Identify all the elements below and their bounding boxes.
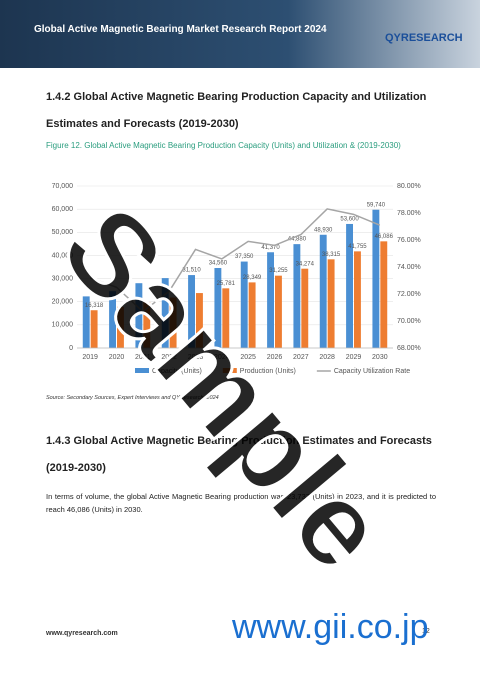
data-label: 59,740	[367, 202, 386, 208]
y2-tick-label: 74.00%	[397, 264, 421, 271]
y-tick-label: 20,000	[52, 299, 74, 306]
page-number: 12	[422, 628, 430, 635]
data-label: 41,755	[348, 244, 367, 250]
data-label: 31,255	[269, 268, 288, 274]
data-label: 37,350	[235, 254, 254, 260]
y-tick-label: 10,000	[52, 322, 74, 329]
y-tick-label: 40,000	[52, 252, 74, 259]
bar	[214, 268, 222, 348]
bar	[301, 268, 309, 348]
bar	[293, 244, 301, 348]
data-label: 48,930	[314, 227, 333, 233]
bar	[248, 282, 256, 348]
data-label: 34,274	[296, 261, 315, 267]
legend-label: Capacity Utilization Rate	[334, 368, 410, 375]
bar	[135, 283, 143, 348]
chart: 0 10,000 20,000 30,000 40,000 50,000 60,000 70,…	[52, 183, 421, 375]
y-tick-label: 70,000	[52, 183, 74, 190]
paragraph: In terms of volume, the global Active Ma…	[46, 492, 436, 514]
bar	[319, 234, 327, 348]
data-label: 53,600	[340, 217, 359, 223]
bar	[346, 223, 353, 348]
bar	[169, 297, 177, 348]
x-tick-label: 2026	[267, 354, 283, 361]
bar	[188, 275, 195, 348]
bar	[372, 209, 380, 348]
bar	[117, 306, 124, 348]
bar	[90, 310, 98, 348]
y-tick-label: 50,000	[52, 229, 74, 236]
x-tick-label: 2027	[293, 354, 309, 361]
y2-tick-label: 72.00%	[397, 291, 421, 298]
section-heading: 1.4.2 Global Active Magnetic Bearing Pro…	[46, 91, 427, 130]
bar	[196, 293, 203, 348]
x-tick-label: 2021	[135, 354, 151, 361]
bar	[161, 278, 169, 348]
bar	[267, 252, 274, 348]
data-label: 38,315	[322, 252, 341, 258]
footer-url: www.qyresearch.com	[46, 630, 118, 637]
y-tick-label: 30,000	[52, 275, 74, 282]
source-note: Source: Secondary Sources, Expert Interv…	[46, 395, 219, 401]
data-label: 46,086	[375, 234, 394, 240]
data-label: 44,880	[288, 237, 307, 243]
header-band	[0, 0, 480, 68]
bar	[354, 251, 361, 348]
bar	[275, 275, 282, 348]
data-label: 41,370	[261, 245, 280, 251]
y-tick-label: 0	[69, 345, 73, 352]
x-tick-label: 2029	[346, 354, 362, 361]
bar	[222, 288, 230, 348]
x-tick-label: 2028	[319, 354, 335, 361]
header-title: Global Active Magnetic Bearing Market Re…	[34, 24, 327, 35]
x-tick-label: 2023	[188, 354, 204, 361]
section-heading: 1.4.3 Global Active Magnetic Bearing Pro…	[46, 435, 432, 474]
y2-tick-label: 68.00%	[397, 345, 421, 352]
legend-label: Capacity (Units)	[152, 368, 202, 375]
legend-label: Production (Units)	[240, 368, 296, 375]
data-label: 16,318	[85, 303, 104, 309]
bar	[380, 241, 388, 348]
logo: QYRESEARCH	[385, 32, 463, 44]
watermark-site: www.gii.co.jp	[232, 608, 429, 646]
y2-tick-label: 70.00%	[397, 318, 421, 325]
data-label: 25,781	[217, 281, 236, 287]
data-label: 28,349	[243, 275, 262, 281]
x-tick-label: 2024	[214, 354, 230, 361]
figure-caption: Figure 12. Global Active Magnetic Bearin…	[46, 141, 401, 150]
x-tick-label: 2025	[240, 354, 256, 361]
legend-swatch	[135, 368, 149, 373]
y2-tick-label: 76.00%	[397, 237, 421, 244]
line	[89, 208, 381, 313]
y-tick-label: 60,000	[52, 206, 74, 213]
bar	[143, 302, 151, 348]
x-tick-label: 2020	[109, 354, 125, 361]
bar	[82, 296, 90, 348]
bar	[327, 259, 335, 348]
x-tick-label: 2022	[161, 354, 177, 361]
legend-swatch	[222, 368, 237, 373]
x-tick-label: 2030	[372, 354, 388, 361]
bar	[240, 261, 248, 348]
y2-tick-label: 80.00%	[397, 183, 421, 190]
y2-tick-label: 78.00%	[397, 210, 421, 217]
data-label: 31,510	[182, 268, 201, 274]
x-tick-label: 2019	[82, 354, 98, 361]
data-label: 34,560	[209, 261, 228, 267]
bar	[109, 291, 116, 348]
